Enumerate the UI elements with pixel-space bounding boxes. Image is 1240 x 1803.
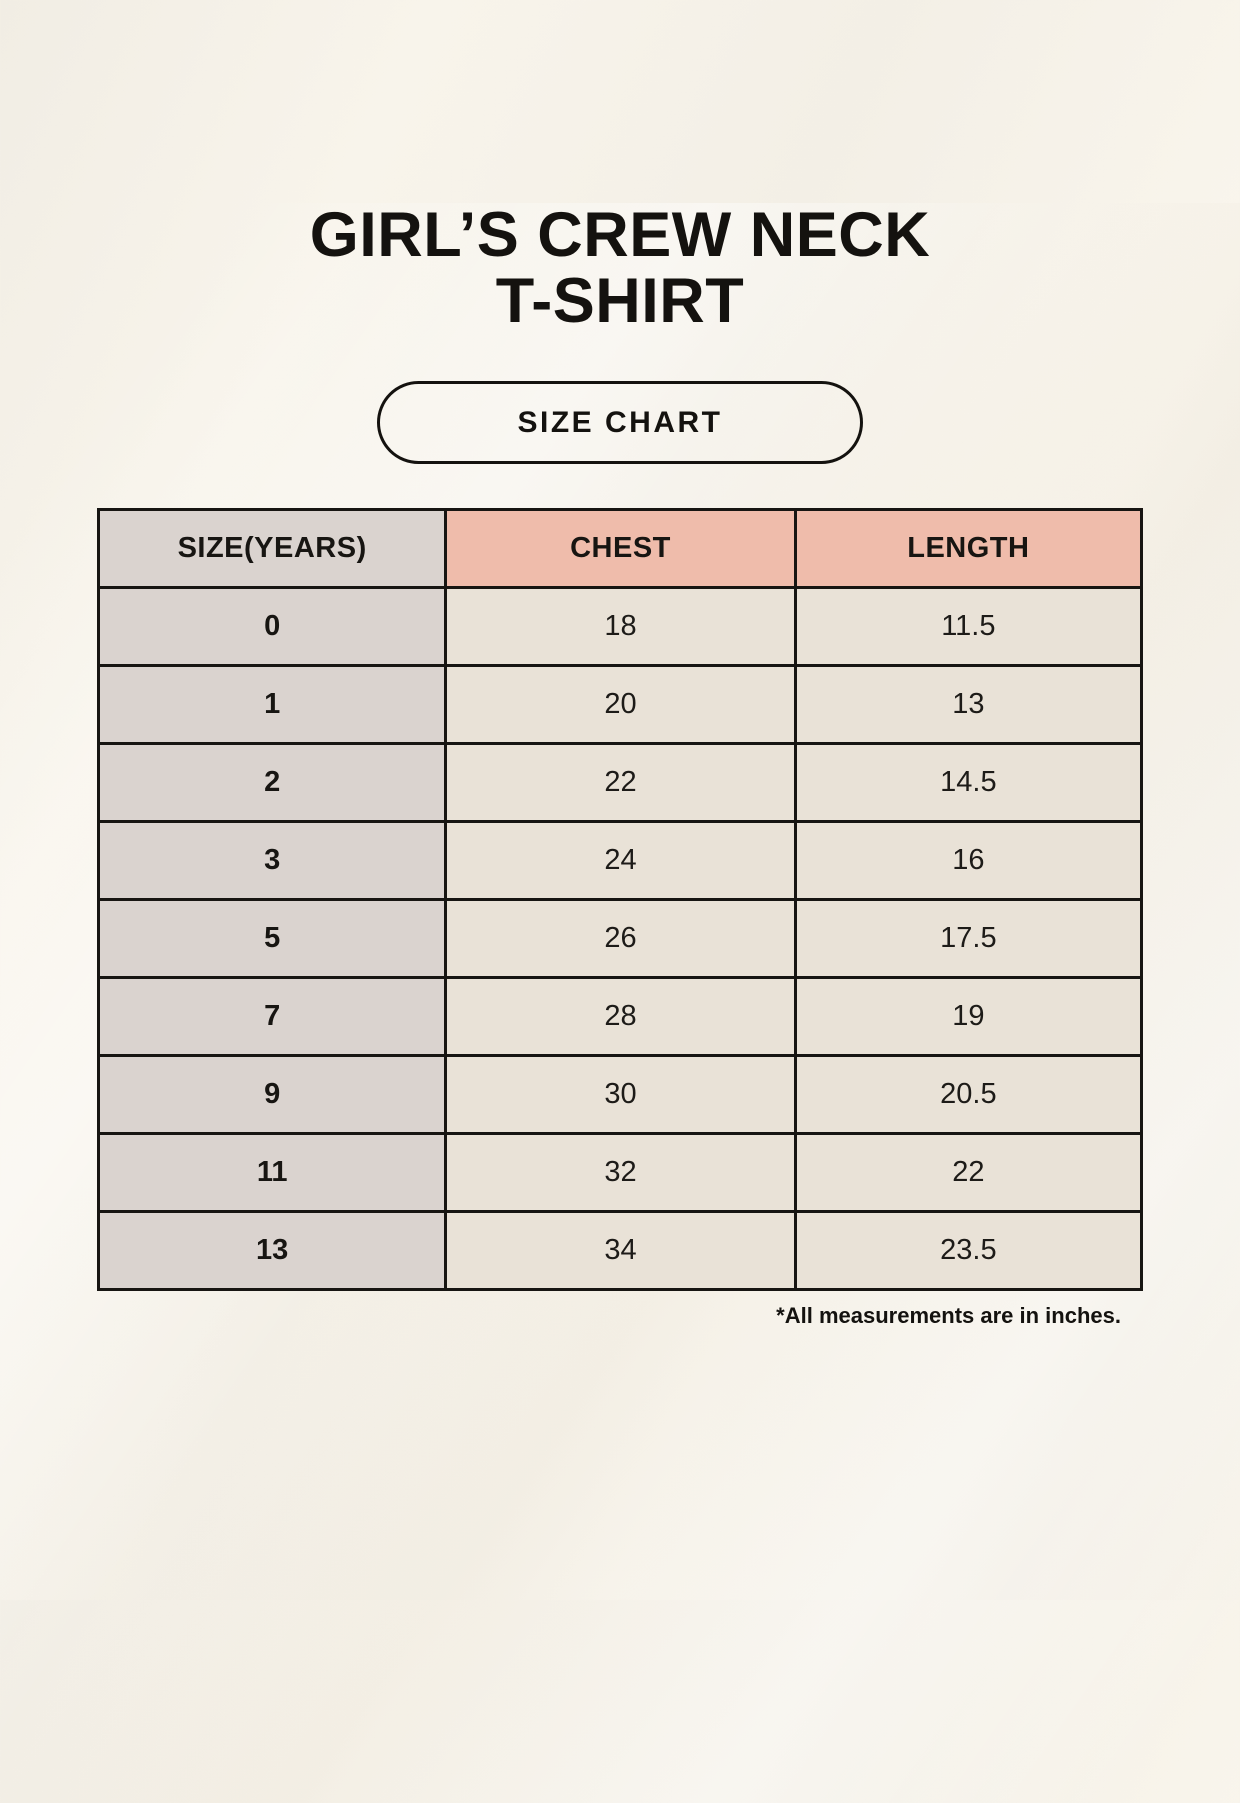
- size-chart-page: GIRL’S CREW NECK T-SHIRT SIZE CHART SIZE…: [0, 200, 1240, 1329]
- cell-size: 11: [96, 1132, 448, 1214]
- cell-size: 2: [96, 742, 448, 824]
- cell-length: 22: [793, 1132, 1144, 1214]
- table-row: 3 24 16: [96, 820, 1144, 902]
- header-cell-size: SIZE(YEARS): [96, 508, 448, 590]
- cell-size: 1: [96, 664, 448, 746]
- cell-chest: 28: [444, 976, 797, 1058]
- cell-length: 13: [793, 664, 1144, 746]
- cell-length: 11.5: [793, 586, 1144, 668]
- table-row: 13 34 23.5: [96, 1210, 1144, 1292]
- cell-size: 0: [96, 586, 448, 668]
- cell-chest: 26: [444, 898, 797, 980]
- table-row: 11 32 22: [96, 1132, 1144, 1214]
- cell-size: 7: [96, 976, 448, 1058]
- cell-length: 19: [793, 976, 1144, 1058]
- header-cell-length: LENGTH: [793, 508, 1144, 590]
- cell-chest: 24: [444, 820, 797, 902]
- cell-size: 3: [96, 820, 448, 902]
- size-table: SIZE(YEARS) CHEST LENGTH 0 18 11.5 1 20 …: [96, 508, 1144, 1292]
- cell-chest: 18: [444, 586, 797, 668]
- table-header-row: SIZE(YEARS) CHEST LENGTH: [96, 508, 1144, 590]
- size-chart-badge-label: SIZE CHART: [517, 405, 723, 439]
- table-row: 0 18 11.5: [96, 586, 1144, 668]
- cell-length: 16: [793, 820, 1144, 902]
- size-chart-badge: SIZE CHART: [377, 381, 863, 465]
- page-title-line1: GIRL’S CREW NECK: [309, 200, 931, 270]
- page-title: GIRL’S CREW NECK T-SHIRT: [0, 200, 1240, 336]
- page-title-line2: T-SHIRT: [495, 265, 745, 336]
- cell-length: 14.5: [793, 742, 1144, 824]
- table-row: 1 20 13: [96, 664, 1144, 746]
- cell-chest: 22: [444, 742, 797, 824]
- cell-size: 13: [96, 1210, 448, 1292]
- cell-size: 9: [96, 1054, 448, 1136]
- cell-chest: 32: [444, 1132, 797, 1214]
- cell-size: 5: [96, 898, 448, 980]
- table-row: 5 26 17.5: [96, 898, 1144, 980]
- measurements-note: *All measurements are in inches.: [776, 1303, 1121, 1329]
- table-row: 7 28 19: [96, 976, 1144, 1058]
- table-row: 2 22 14.5: [96, 742, 1144, 824]
- header-cell-chest: CHEST: [444, 508, 797, 590]
- cell-chest: 34: [444, 1210, 797, 1292]
- table-row: 9 30 20.5: [96, 1054, 1144, 1136]
- cell-length: 17.5: [793, 898, 1144, 980]
- cell-length: 23.5: [793, 1210, 1144, 1292]
- cell-length: 20.5: [793, 1054, 1144, 1136]
- cell-chest: 30: [444, 1054, 797, 1136]
- cell-chest: 20: [444, 664, 797, 746]
